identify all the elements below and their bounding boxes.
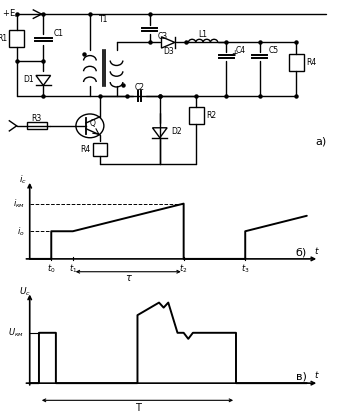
Text: б): б) <box>296 248 307 258</box>
Bar <box>9 30 24 47</box>
Bar <box>26 122 47 129</box>
Text: +: + <box>231 49 237 58</box>
Text: R3: R3 <box>32 114 42 123</box>
Text: R2: R2 <box>206 111 217 120</box>
Text: в): в) <box>296 371 307 381</box>
Text: $t_1$: $t_1$ <box>69 263 77 275</box>
Text: L1: L1 <box>199 30 208 39</box>
Text: $U_c$: $U_c$ <box>19 285 31 298</box>
Text: T: T <box>135 403 140 413</box>
Text: $t_0$: $t_0$ <box>47 263 55 275</box>
Text: C1: C1 <box>53 29 63 39</box>
Text: $t_2$: $t_2$ <box>179 263 188 275</box>
Text: $t_3$: $t_3$ <box>241 263 250 275</box>
Text: t: t <box>314 247 318 256</box>
Text: Q: Q <box>90 119 96 128</box>
Text: D3: D3 <box>163 47 174 56</box>
Text: τ: τ <box>125 273 131 283</box>
Text: R1: R1 <box>0 34 8 43</box>
Text: R4: R4 <box>306 58 316 67</box>
Text: $i_о$: $i_о$ <box>18 225 25 238</box>
Text: C3: C3 <box>158 32 168 41</box>
Text: а): а) <box>315 137 326 146</box>
Bar <box>93 143 107 155</box>
Text: C2: C2 <box>135 83 145 92</box>
Text: R4: R4 <box>80 145 90 154</box>
Text: D2: D2 <box>171 127 182 136</box>
Text: T1: T1 <box>98 16 108 24</box>
Text: $U_{км}$: $U_{км}$ <box>8 326 24 339</box>
Text: $i_{км}$: $i_{км}$ <box>13 197 25 210</box>
Polygon shape <box>161 37 175 48</box>
Polygon shape <box>153 128 167 138</box>
Polygon shape <box>36 75 50 85</box>
Bar <box>189 108 204 124</box>
Text: D1: D1 <box>23 75 34 84</box>
Bar <box>289 54 304 71</box>
Text: +E$_c$: +E$_c$ <box>2 8 19 21</box>
Text: C4: C4 <box>235 46 246 55</box>
Text: t: t <box>314 371 318 380</box>
Text: C5: C5 <box>268 46 279 55</box>
Text: $i_c$: $i_c$ <box>19 174 27 186</box>
